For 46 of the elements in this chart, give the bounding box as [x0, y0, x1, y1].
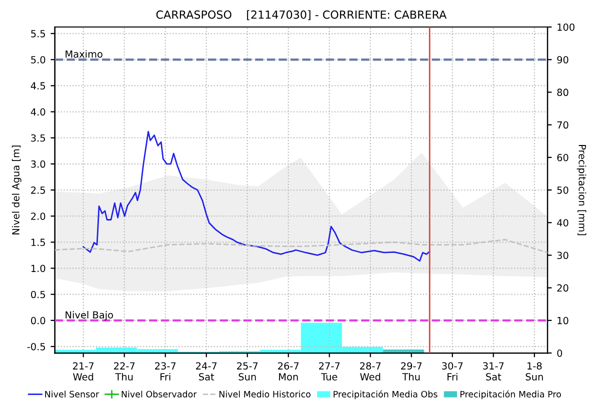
y-tick-label: 4.0	[30, 108, 46, 116]
y-tick-label: 4.5	[30, 82, 45, 90]
chart-title: CARRASPOSO [21147030] - CORRIENTE: CABRERA	[156, 10, 447, 20]
y-axis-title: Nivel del Agua [m]	[12, 146, 22, 234]
x-tick-label: 27-7 Tue	[319, 362, 340, 380]
y-tick-label: 1.0	[31, 264, 46, 272]
x-tick-label: 23-7 Fri	[155, 362, 176, 380]
y-tick-label: -0.5	[27, 342, 45, 350]
y2-tick-label: 30	[557, 252, 568, 260]
y-tick-label: 0.5	[31, 290, 45, 298]
ref-line-label: Maximo	[66, 50, 102, 58]
y2-tick-label: 60	[557, 154, 568, 162]
y2-tick-label: 100	[558, 23, 574, 31]
y2-tick-label: 40	[557, 219, 568, 226]
x-tick-label: 24-7 Sat	[196, 362, 217, 380]
legend-label: Precipitación Media Pro	[460, 390, 561, 400]
ref-line-label: Nivel Bajo	[66, 311, 113, 320]
legend-label: Nivel Sensor	[45, 390, 100, 398]
x-tick-label: 29-7 Thu	[401, 362, 422, 380]
x-tick-label: 31-7 Sat	[483, 362, 504, 380]
x-tick-label: 30-7 Fri	[442, 362, 463, 380]
y2-tick-label: 50	[557, 186, 568, 194]
y-tick-label: 2.5	[31, 186, 45, 194]
y2-tick-label: 20	[557, 284, 568, 292]
y2-axis-title: Precipitacion [mm]	[576, 145, 586, 236]
y-tick-label: 5.0	[31, 56, 46, 64]
x-tick-label: 21-7 Wed	[73, 362, 94, 380]
y-tick-label: 1.5	[31, 238, 45, 246]
x-tick-label: 28-7 Wed	[360, 362, 381, 380]
y2-tick-label: 80	[557, 88, 568, 96]
y2-tick-label: 70	[557, 121, 568, 129]
x-tick-label: 25-7 Sun	[237, 362, 258, 380]
legend-label: Nivel Medio Historico	[219, 390, 310, 398]
y-tick-label: 0.0	[31, 316, 46, 324]
y-tick-label: 2.0	[31, 212, 46, 220]
legend-label: Nivel Observador	[122, 390, 197, 398]
y-tick-label: 3.5	[31, 134, 45, 142]
x-tick-label: 22-7 Thu	[114, 362, 135, 380]
x-tick-label: 26-7 Mon	[278, 362, 299, 380]
y2-tick-label: 10	[558, 316, 568, 324]
y2-tick-label: 90	[557, 56, 568, 64]
y2-tick-label: 0	[557, 350, 562, 357]
y-tick-label: 5.5	[31, 30, 45, 38]
x-tick-label: 1-8 Sun	[526, 362, 543, 380]
legend-label: Precipitación Media Obs	[334, 390, 438, 400]
y-tick-label: 3.0	[31, 160, 46, 168]
